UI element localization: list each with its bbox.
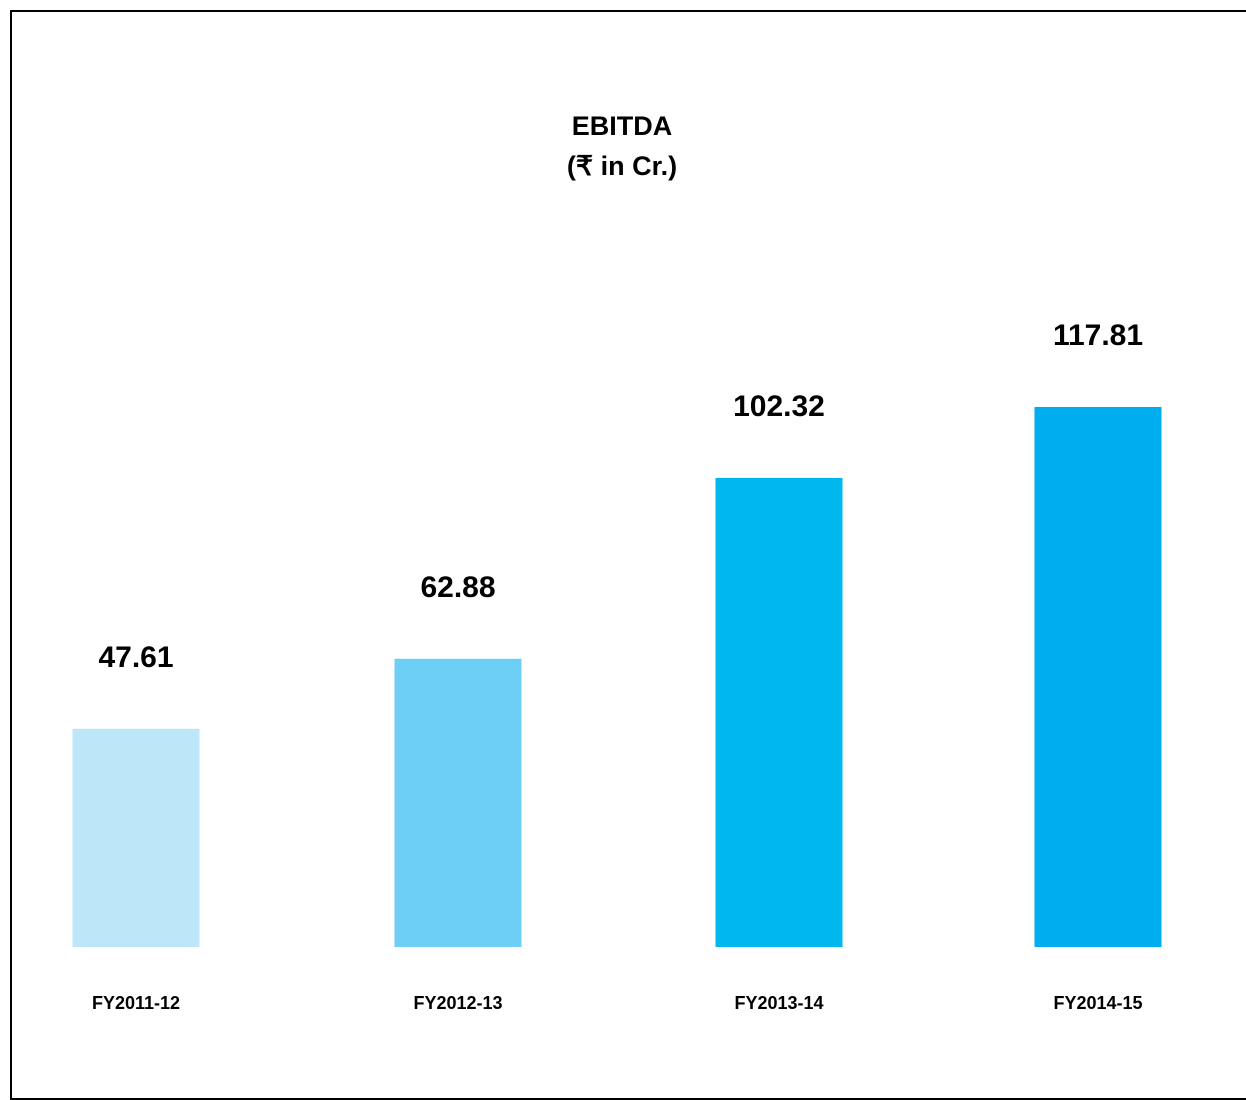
category-labels-group: FY2011-12 FY2012-13 FY2013-14 FY2014-15 [92,993,1143,1013]
value-label-fy2013-14: 102.32 [733,390,825,423]
value-label-fy2011-12: 47.61 [98,641,173,674]
chart-subtitle: (₹ in Cr.) [567,151,677,181]
category-label-fy2012-13: FY2012-13 [413,993,502,1013]
value-label-fy2012-13: 62.88 [420,571,495,604]
bar-fy2013-14 [715,478,843,947]
category-label-fy2013-14: FY2013-14 [734,993,823,1013]
chart-title: EBITDA [572,111,673,141]
value-label-fy2014-15: 117.81 [1053,319,1143,352]
value-labels-group: 47.61 62.88 102.32 117.81 [98,319,1143,674]
bar-fy2011-12 [72,728,200,947]
bar-fy2014-15 [1034,407,1162,947]
category-label-fy2011-12: FY2011-12 [92,993,180,1013]
category-label-fy2014-15: FY2014-15 [1053,993,1142,1013]
bar-fy2012-13 [394,658,522,947]
bars-group [72,407,1162,947]
